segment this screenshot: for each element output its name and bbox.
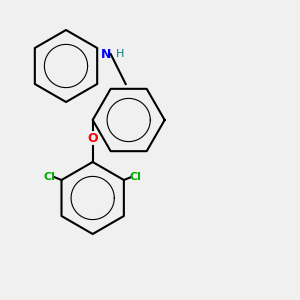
Text: Cl: Cl <box>130 172 142 182</box>
Text: Cl: Cl <box>44 172 56 182</box>
Text: O: O <box>87 131 98 145</box>
Text: H: H <box>116 49 124 59</box>
Text: N: N <box>101 47 111 61</box>
